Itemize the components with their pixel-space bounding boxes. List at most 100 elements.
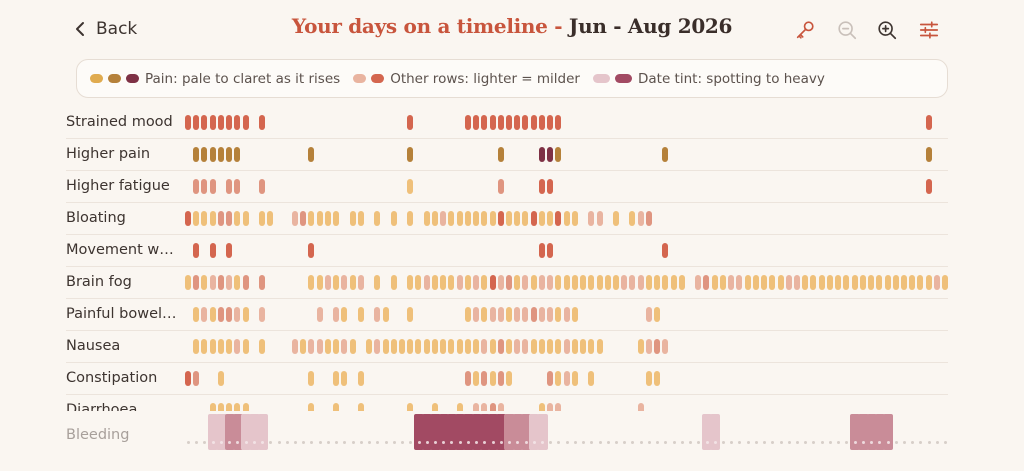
symptom-mark[interactable]	[728, 275, 735, 290]
symptom-mark[interactable]	[670, 275, 677, 290]
symptom-mark[interactable]	[538, 147, 545, 162]
symptom-mark[interactable]	[398, 339, 405, 354]
symptom-mark[interactable]	[645, 371, 652, 386]
symptom-mark[interactable]	[802, 275, 809, 290]
symptom-mark[interactable]	[193, 307, 200, 322]
symptom-mark[interactable]	[505, 275, 512, 290]
symptom-mark[interactable]	[448, 211, 455, 226]
symptom-mark[interactable]	[185, 371, 191, 386]
symptom-mark[interactable]	[448, 275, 455, 290]
symptom-mark[interactable]	[308, 275, 315, 290]
symptom-mark[interactable]	[234, 403, 241, 411]
symptom-mark[interactable]	[612, 211, 619, 226]
symptom-mark[interactable]	[645, 211, 652, 226]
symptom-mark[interactable]	[637, 339, 644, 354]
key-button[interactable]	[791, 16, 819, 44]
symptom-mark[interactable]	[341, 371, 348, 386]
symptom-mark[interactable]	[217, 403, 224, 411]
symptom-mark[interactable]	[785, 275, 792, 290]
symptom-mark[interactable]	[505, 307, 512, 322]
bleeding-day-bar[interactable]	[241, 414, 252, 450]
symptom-mark[interactable]	[259, 275, 266, 290]
symptom-mark[interactable]	[456, 211, 463, 226]
bleeding-day-bar[interactable]	[455, 414, 466, 450]
symptom-mark[interactable]	[489, 403, 496, 411]
symptom-mark[interactable]	[892, 275, 899, 290]
symptom-mark[interactable]	[514, 339, 521, 354]
symptom-mark[interactable]	[226, 307, 233, 322]
symptom-mark[interactable]	[522, 307, 529, 322]
symptom-mark[interactable]	[234, 179, 241, 194]
symptom-mark[interactable]	[637, 403, 644, 411]
symptom-mark[interactable]	[514, 307, 521, 322]
symptom-mark[interactable]	[497, 211, 504, 226]
symptom-mark[interactable]	[217, 147, 224, 162]
symptom-mark[interactable]	[489, 307, 496, 322]
symptom-mark[interactable]	[431, 339, 438, 354]
symptom-mark[interactable]	[563, 371, 570, 386]
symptom-mark[interactable]	[217, 307, 224, 322]
symptom-mark[interactable]	[464, 339, 471, 354]
symptom-mark[interactable]	[695, 275, 702, 290]
symptom-mark[interactable]	[415, 275, 422, 290]
symptom-mark[interactable]	[234, 307, 241, 322]
symptom-mark[interactable]	[333, 371, 340, 386]
symptom-mark[interactable]	[662, 147, 669, 162]
symptom-mark[interactable]	[538, 307, 545, 322]
symptom-mark[interactable]	[259, 307, 266, 322]
symptom-mark[interactable]	[201, 307, 208, 322]
symptom-mark[interactable]	[209, 211, 216, 226]
bleeding-day-bar[interactable]	[413, 414, 425, 450]
symptom-mark[interactable]	[217, 275, 224, 290]
symptom-mark[interactable]	[645, 339, 652, 354]
symptom-mark[interactable]	[333, 275, 340, 290]
symptom-mark[interactable]	[234, 339, 241, 354]
symptom-mark[interactable]	[538, 243, 545, 258]
symptom-mark[interactable]	[316, 275, 323, 290]
symptom-mark[interactable]	[259, 211, 266, 226]
bleeding-day-bar[interactable]	[850, 414, 861, 450]
symptom-mark[interactable]	[497, 115, 504, 130]
symptom-mark[interactable]	[555, 307, 562, 322]
symptom-mark[interactable]	[464, 211, 471, 226]
symptom-mark[interactable]	[571, 307, 578, 322]
bleeding-day-bar[interactable]	[874, 414, 886, 450]
symptom-mark[interactable]	[555, 371, 562, 386]
bleeding-day-bar[interactable]	[504, 414, 515, 450]
symptom-mark[interactable]	[374, 275, 381, 290]
symptom-mark[interactable]	[217, 339, 224, 354]
symptom-mark[interactable]	[505, 339, 512, 354]
symptom-mark[interactable]	[925, 179, 932, 194]
symptom-mark[interactable]	[226, 115, 233, 130]
symptom-mark[interactable]	[226, 403, 233, 411]
symptom-mark[interactable]	[497, 403, 504, 411]
bleeding-day-bar[interactable]	[710, 414, 721, 450]
symptom-mark[interactable]	[505, 211, 512, 226]
symptom-mark[interactable]	[654, 275, 661, 290]
symptom-mark[interactable]	[563, 275, 570, 290]
symptom-mark[interactable]	[588, 275, 595, 290]
symptom-mark[interactable]	[185, 115, 191, 130]
symptom-mark[interactable]	[473, 403, 480, 411]
symptom-mark[interactable]	[810, 275, 817, 290]
symptom-mark[interactable]	[308, 243, 315, 258]
symptom-mark[interactable]	[357, 403, 364, 411]
symptom-mark[interactable]	[324, 339, 331, 354]
symptom-mark[interactable]	[234, 211, 241, 226]
symptom-mark[interactable]	[612, 275, 619, 290]
symptom-mark[interactable]	[654, 371, 661, 386]
symptom-mark[interactable]	[917, 275, 924, 290]
symptom-mark[interactable]	[530, 211, 537, 226]
symptom-mark[interactable]	[530, 307, 537, 322]
symptom-mark[interactable]	[407, 275, 414, 290]
symptom-mark[interactable]	[555, 339, 562, 354]
symptom-mark[interactable]	[522, 211, 529, 226]
symptom-mark[interactable]	[407, 211, 414, 226]
symptom-mark[interactable]	[316, 307, 323, 322]
bleeding-row[interactable]	[0, 410, 1024, 450]
symptom-mark[interactable]	[719, 275, 726, 290]
symptom-mark[interactable]	[242, 307, 249, 322]
bleeding-day-bar[interactable]	[883, 414, 894, 450]
symptom-mark[interactable]	[209, 307, 216, 322]
symptom-mark[interactable]	[349, 275, 356, 290]
